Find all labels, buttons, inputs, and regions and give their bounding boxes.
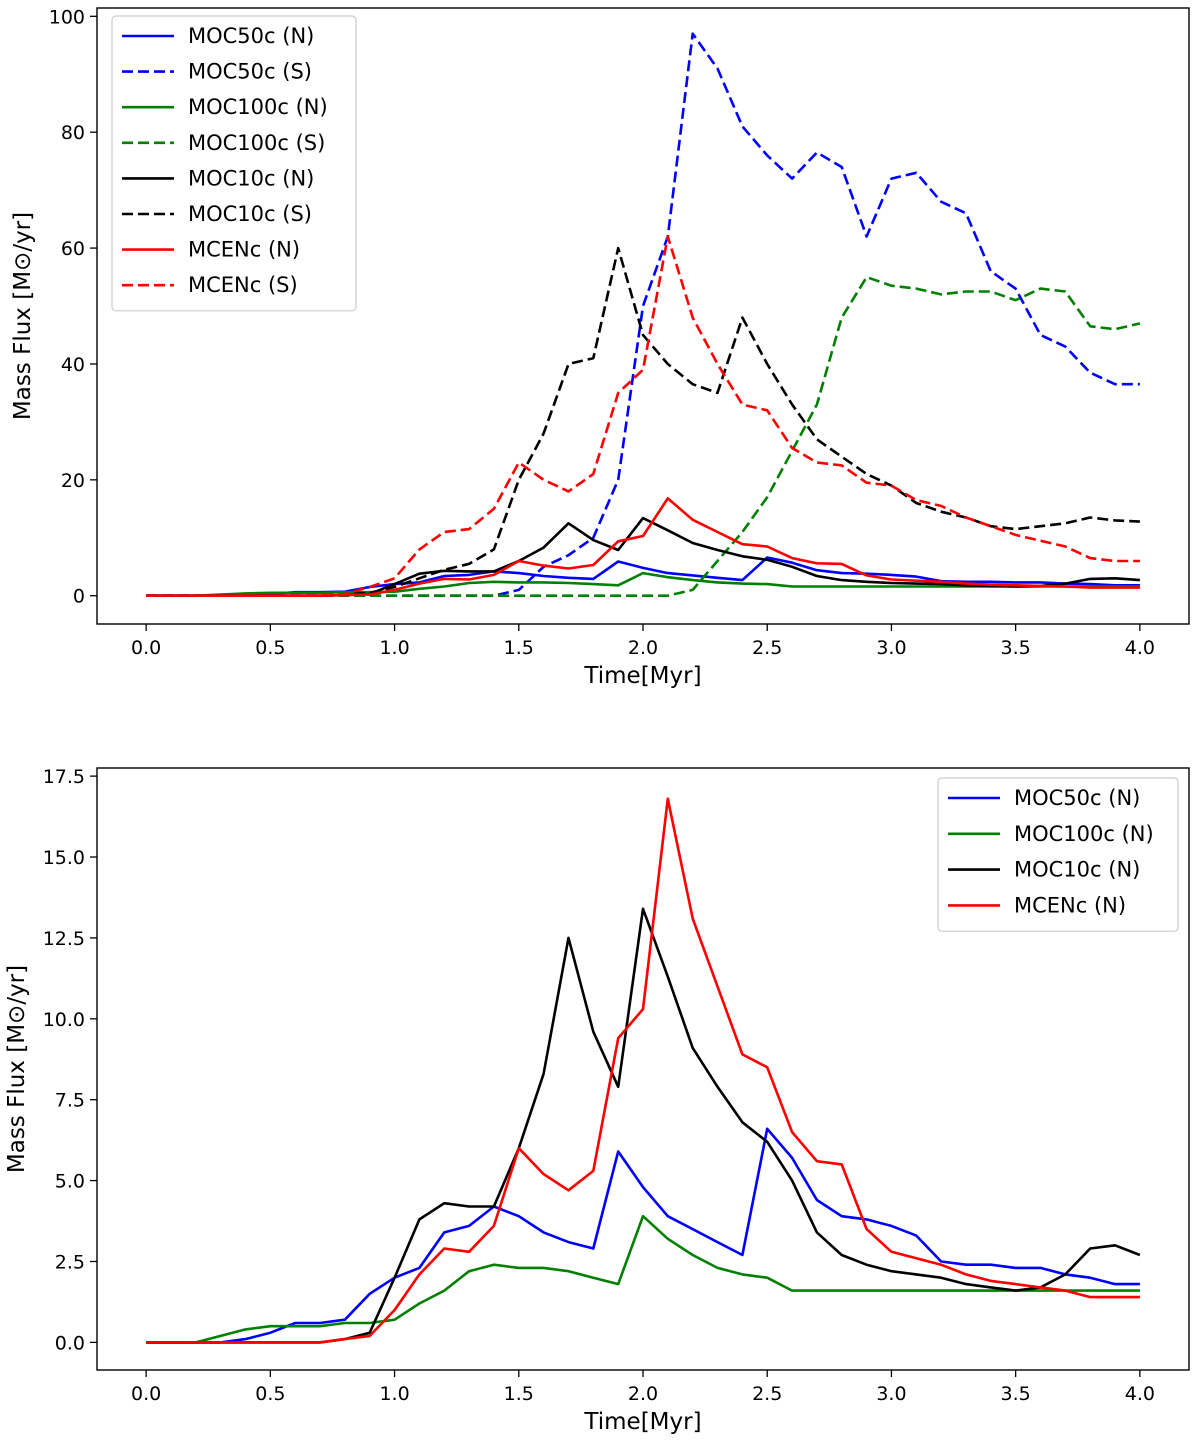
x-tick-label: 0.0: [131, 1383, 161, 1405]
x-axis-label: Time[Myr]: [583, 663, 701, 689]
x-tick-label: 2.5: [752, 637, 782, 659]
y-tick-label: 100: [49, 6, 85, 28]
x-axis-label: Time[Myr]: [583, 1409, 701, 1435]
series-line-mcenc-n: [146, 797, 1140, 1344]
legend-box: [937, 777, 1179, 932]
series-line-moc50c-n: [146, 1127, 1140, 1344]
x-tick-label: 1.0: [379, 637, 409, 659]
x-tick-label: 0.0: [131, 637, 161, 659]
x-tick-label: 3.5: [1001, 637, 1031, 659]
y-tick-label: 2.5: [55, 1251, 85, 1273]
series-line-moc100c-n: [146, 1214, 1140, 1344]
x-tick-label: 4.0: [1125, 1383, 1155, 1405]
x-tick-label: 1.5: [504, 637, 534, 659]
legend-label-moc50c-s: MOC50c (S): [188, 60, 312, 84]
y-tick-label: 12.5: [43, 928, 85, 950]
x-tick-label: 1.0: [379, 1383, 409, 1405]
legend: MOC50c (N) MOC50c (S) MOC100c (N) MOC100c (…: [111, 15, 357, 312]
x-tick-label: 0.5: [255, 637, 285, 659]
legend-label-moc10c-n: MOC10c (N): [188, 166, 314, 190]
x-tick-label: 2.5: [752, 1383, 782, 1405]
x-tick-label: 1.5: [504, 1383, 534, 1405]
legend-label-moc100c-n: MOC100c (N): [188, 95, 328, 119]
y-tick-label: 7.5: [55, 1090, 85, 1112]
legend-label-moc100c-s: MOC100c (S): [188, 131, 325, 155]
y-tick-label: 0.0: [55, 1332, 85, 1354]
y-axis-label: Mass Flux [M⊙/yr]: [10, 212, 36, 420]
legend-label-mcenc-s: MCENc (S): [188, 273, 298, 297]
y-tick-label: 60: [61, 238, 85, 260]
x-tick-label: 2.0: [628, 637, 658, 659]
x-tick-label: 3.5: [1001, 1383, 1031, 1405]
legend-label-mcenc-n: MCENc (N): [188, 238, 300, 262]
legend-label-moc10c-s: MOC10c (S): [188, 202, 312, 226]
x-tick-label: 0.5: [255, 1383, 285, 1405]
y-tick-label: 20: [61, 470, 85, 492]
x-tick-label: 4.0: [1125, 637, 1155, 659]
y-tick-label: 17.5: [43, 766, 85, 788]
y-tick-label: 40: [61, 354, 85, 376]
y-tick-label: 10.0: [43, 1009, 85, 1031]
legend-label-mcenc-n: MCENc (N): [1014, 893, 1126, 917]
legend-box: [111, 15, 357, 312]
series-line-mcenc-s: [146, 235, 1140, 598]
x-tick-label: 3.0: [876, 1383, 906, 1405]
top-chart: 0.0 0.5 1.0 1.5 2.0 2.5 3.0 3.5 4.0 0 20 40 60 80 100 T…: [10, 6, 1190, 689]
legend-label-moc10c-n: MOC10c (N): [1014, 858, 1140, 882]
legend-label-moc50c-n: MOC50c (N): [1014, 786, 1140, 810]
bottom-chart: 0.0 0.5 1.0 1.5 2.0 2.5 3.0 3.5 4.0 0.0 2.5 5.0 7.5 1…: [4, 766, 1190, 1435]
legend-label-moc100c-n: MOC100c (N): [1014, 822, 1154, 846]
x-tick-label: 2.0: [628, 1383, 658, 1405]
y-axis-label: Mass Flux [M⊙/yr]: [4, 965, 30, 1173]
legend-label-moc50c-n: MOC50c (N): [188, 24, 314, 48]
legend: MOC50c (N) MOC100c (N) MOC10c (N) MCENc (N): [937, 777, 1179, 932]
y-tick-label: 80: [61, 122, 85, 144]
y-tick-label: 0: [73, 586, 85, 608]
x-tick-label: 3.0: [876, 637, 906, 659]
y-tick-label: 15.0: [43, 847, 85, 869]
y-tick-label: 5.0: [55, 1171, 85, 1193]
